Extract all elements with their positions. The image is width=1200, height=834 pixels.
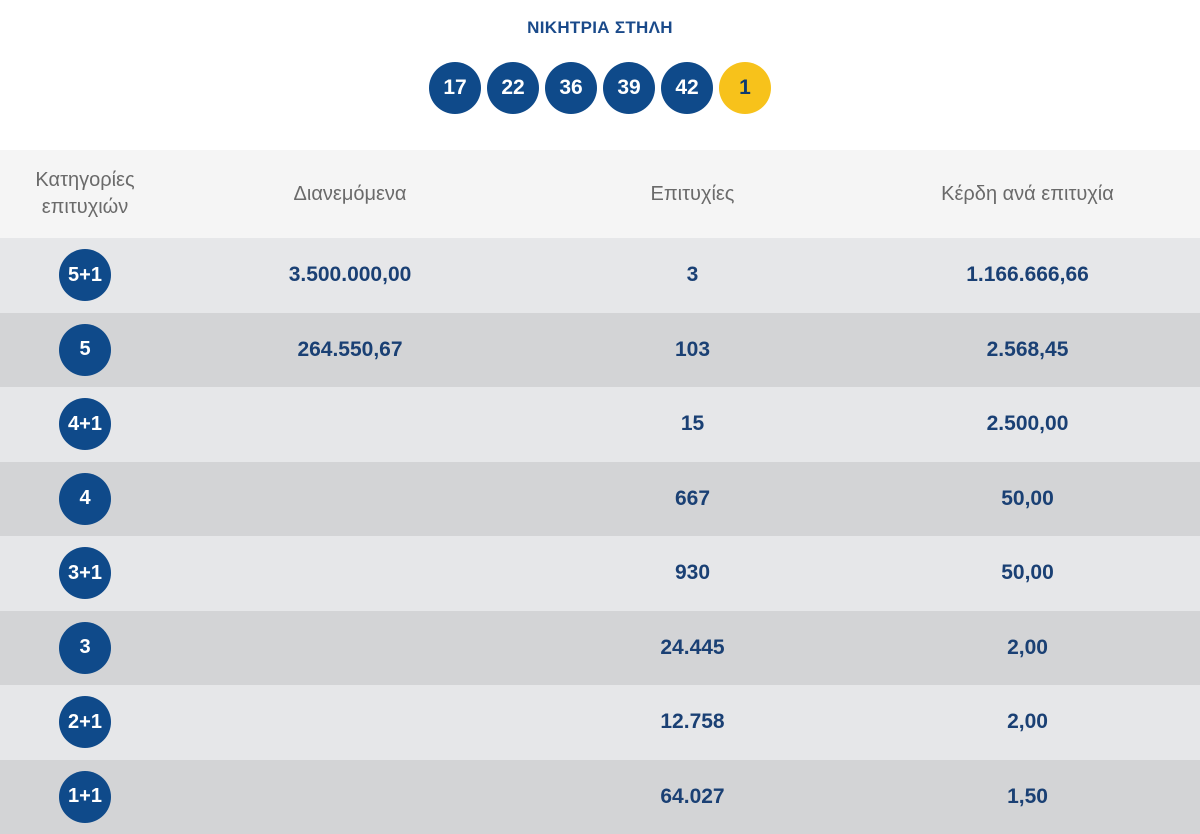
header-category-line1: Κατηγορίες [0, 167, 170, 194]
category-badge: 5+1 [59, 249, 111, 301]
header-winners: Επιτυχίες [530, 183, 855, 206]
table-row: 3 24.445 2,00 [0, 611, 1200, 686]
category-badge: 3 [59, 622, 111, 674]
category-badge: 2+1 [59, 696, 111, 748]
table-row: 5 264.550,67 103 2.568,45 [0, 313, 1200, 388]
category-badge: 4+1 [59, 398, 111, 450]
table-row: 3+1 930 50,00 [0, 536, 1200, 611]
distributed-value: 264.550,67 [170, 338, 530, 362]
prize-value: 50,00 [855, 561, 1200, 585]
prize-value: 2,00 [855, 710, 1200, 734]
number-ball: 22 [487, 62, 539, 114]
winners-value: 64.027 [530, 785, 855, 809]
number-ball: 42 [661, 62, 713, 114]
distributed-value: 3.500.000,00 [170, 263, 530, 287]
header-category-line2: επιτυχιών [0, 194, 170, 221]
header-prize: Κέρδη ανά επιτυχία [855, 183, 1200, 206]
header-category: Κατηγορίες επιτυχιών [0, 167, 170, 221]
table-row: 1+1 64.027 1,50 [0, 760, 1200, 834]
table-row: 5+1 3.500.000,00 3 1.166.666,66 [0, 238, 1200, 313]
prize-value: 50,00 [855, 487, 1200, 511]
winners-value: 3 [530, 263, 855, 287]
joker-ball: 1 [719, 62, 771, 114]
winners-value: 12.758 [530, 710, 855, 734]
category-badge: 1+1 [59, 771, 111, 823]
winners-value: 15 [530, 412, 855, 436]
winners-value: 930 [530, 561, 855, 585]
header-distributed: Διανεμόμενα [170, 183, 530, 206]
winning-numbers-header: ΝΙΚΗΤΡΙΑ ΣΤΗΛΗ 17 22 36 39 42 1 [0, 0, 1200, 150]
category-badge: 3+1 [59, 547, 111, 599]
winners-value: 24.445 [530, 636, 855, 660]
category-badge: 5 [59, 324, 111, 376]
prize-value: 2.500,00 [855, 412, 1200, 436]
prize-value: 1.166.666,66 [855, 263, 1200, 287]
prize-value: 2.568,45 [855, 338, 1200, 362]
table-header: Κατηγορίες επιτυχιών Διανεμόμενα Επιτυχί… [0, 150, 1200, 238]
category-badge: 4 [59, 473, 111, 525]
winning-column-title: ΝΙΚΗΤΡΙΑ ΣΤΗΛΗ [0, 18, 1200, 38]
table-row: 4+1 15 2.500,00 [0, 387, 1200, 462]
table-row: 2+1 12.758 2,00 [0, 685, 1200, 760]
prize-value: 2,00 [855, 636, 1200, 660]
winners-value: 103 [530, 338, 855, 362]
prize-table: Κατηγορίες επιτυχιών Διανεμόμενα Επιτυχί… [0, 150, 1200, 834]
number-ball: 36 [545, 62, 597, 114]
table-row: 4 667 50,00 [0, 462, 1200, 537]
winners-value: 667 [530, 487, 855, 511]
number-ball: 39 [603, 62, 655, 114]
number-ball: 17 [429, 62, 481, 114]
prize-value: 1,50 [855, 785, 1200, 809]
winning-numbers: 17 22 36 39 42 1 [0, 62, 1200, 114]
